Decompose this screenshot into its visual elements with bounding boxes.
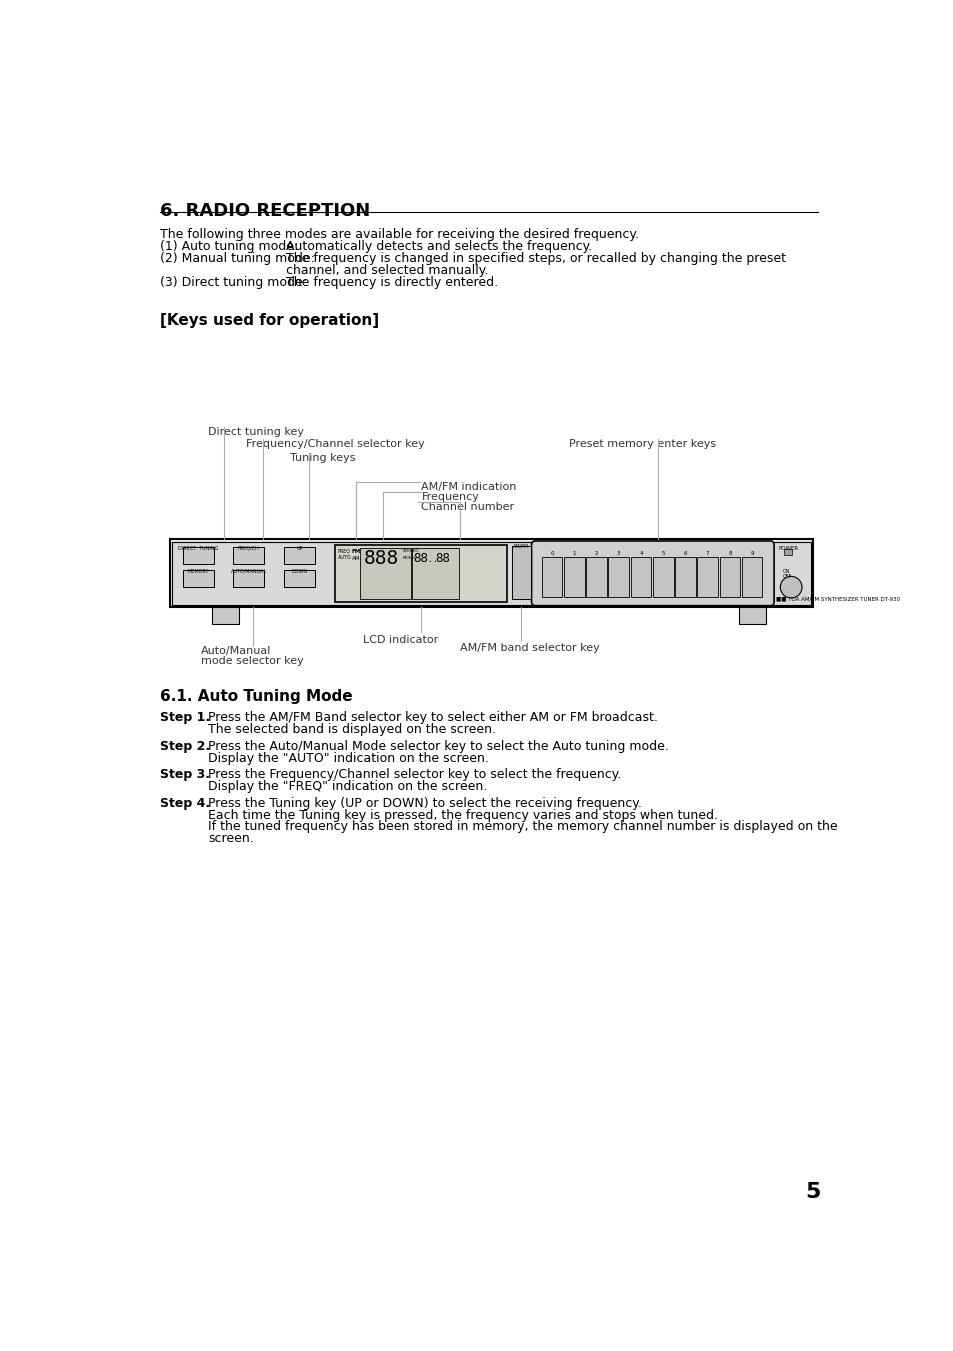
Text: 8: 8 (727, 551, 731, 557)
Text: 88: 88 (414, 551, 428, 565)
Text: Step 2.: Step 2. (159, 739, 210, 753)
Text: 6.1. Auto Tuning Mode: 6.1. Auto Tuning Mode (159, 689, 352, 704)
Text: AUTO/MANUAL: AUTO/MANUAL (231, 569, 267, 574)
Text: Preset memory enter keys: Preset memory enter keys (568, 439, 715, 450)
Bar (284, 570, 315, 588)
Text: Direct tuning key: Direct tuning key (208, 427, 304, 436)
Text: 888: 888 (364, 550, 399, 569)
Bar (563, 557, 584, 597)
Text: MEMORY: MEMORY (188, 569, 209, 574)
Text: 6. RADIO RECEPTION: 6. RADIO RECEPTION (159, 203, 370, 220)
Text: DIRECT  TUNING: DIRECT TUNING (178, 546, 218, 551)
Bar (512, 546, 530, 600)
Bar (412, 549, 458, 598)
Bar (172, 542, 810, 605)
Bar (284, 547, 315, 565)
Text: Press the Auto/Manual Mode selector key to select the Auto tuning mode.: Press the Auto/Manual Mode selector key … (208, 739, 669, 753)
Text: Frequency/Channel selector key: Frequency/Channel selector key (245, 439, 424, 450)
Bar (630, 557, 651, 597)
Text: STEREO: STEREO (402, 550, 419, 554)
Text: 1: 1 (572, 551, 576, 557)
FancyBboxPatch shape (531, 540, 773, 605)
Text: AM/FM: AM/FM (513, 543, 529, 549)
Text: Press the Tuning key (UP or DOWN) to select the receiving frequency.: Press the Tuning key (UP or DOWN) to sel… (208, 797, 641, 809)
Circle shape (780, 577, 801, 598)
Bar (675, 557, 695, 597)
Text: 5: 5 (660, 551, 664, 557)
Text: 0: 0 (550, 551, 553, 557)
Text: AUTO: AUTO (337, 555, 351, 559)
Text: Press the Frequency/Channel selector key to select the frequency.: Press the Frequency/Channel selector key… (208, 769, 621, 781)
Text: Step 4.: Step 4. (159, 797, 210, 809)
Text: AM/FM indication: AM/FM indication (421, 482, 517, 492)
Text: 2: 2 (594, 551, 598, 557)
Text: FM: FM (352, 549, 360, 554)
Text: The selected band is displayed on the screen.: The selected band is displayed on the sc… (208, 723, 496, 736)
Text: Press the AM/FM Band selector key to select either AM or FM broadcast.: Press the AM/FM Band selector key to sel… (208, 711, 658, 724)
Text: If the tuned frequency has been stored in memory, the memory channel number is d: If the tuned frequency has been stored i… (208, 820, 837, 834)
Text: MONO: MONO (402, 555, 416, 559)
Text: FREQ/CH: FREQ/CH (237, 546, 259, 551)
Text: ..: .. (427, 555, 437, 563)
Text: UP: UP (296, 546, 303, 551)
Bar (233, 547, 264, 565)
Text: channel, and selected manually.: channel, and selected manually. (286, 265, 488, 277)
Text: Display the "AUTO" indication on the screen.: Display the "AUTO" indication on the scr… (208, 751, 489, 765)
Bar (183, 547, 213, 565)
Bar (608, 557, 628, 597)
Text: OFF: OFF (781, 574, 791, 580)
Bar (719, 557, 740, 597)
Text: Frequency: Frequency (421, 492, 478, 501)
Text: AM/FM band selector key: AM/FM band selector key (459, 643, 599, 653)
Bar (233, 570, 264, 588)
Bar (170, 539, 812, 607)
Bar (183, 570, 213, 588)
Text: AM: AM (352, 555, 359, 561)
Bar (541, 557, 561, 597)
Bar (741, 557, 761, 597)
Text: Auto/Manual: Auto/Manual (200, 646, 271, 655)
Bar (360, 549, 410, 598)
Text: 3: 3 (617, 551, 619, 557)
Bar (783, 549, 791, 555)
Text: FREQ: FREQ (337, 549, 351, 554)
Bar (585, 557, 606, 597)
Text: Display the "FREQ" indication on the screen.: Display the "FREQ" indication on the scr… (208, 780, 487, 793)
Text: 5: 5 (804, 1182, 820, 1202)
Text: POWER: POWER (778, 546, 798, 551)
Text: (1) Auto tuning mode:: (1) Auto tuning mode: (159, 240, 297, 253)
Text: LCD indicator: LCD indicator (363, 635, 438, 644)
Text: The following three modes are available for receiving the desired frequency.: The following three modes are available … (159, 228, 638, 242)
Text: Step 1.: Step 1. (159, 711, 210, 724)
Bar (739, 607, 765, 624)
Text: The frequency is directly entered.: The frequency is directly entered. (286, 276, 497, 289)
Text: (3) Direct tuning mode:: (3) Direct tuning mode: (159, 276, 306, 289)
Bar (697, 557, 718, 597)
Bar (335, 544, 506, 601)
Text: mode selector key: mode selector key (200, 655, 303, 666)
Text: 88: 88 (435, 551, 450, 565)
Text: screen.: screen. (208, 832, 253, 846)
Text: Tuning keys: Tuning keys (290, 453, 355, 463)
Bar (212, 607, 239, 624)
Text: ON: ON (781, 569, 789, 574)
Text: DOWN: DOWN (292, 569, 308, 574)
Text: The frequency is changed in specified steps, or recalled by changing the preset: The frequency is changed in specified st… (286, 253, 785, 265)
Text: 6: 6 (683, 551, 686, 557)
Text: Channel number: Channel number (421, 501, 514, 512)
Text: 9: 9 (750, 551, 753, 557)
Text: 7: 7 (705, 551, 709, 557)
Text: [Keys used for operation]: [Keys used for operation] (159, 313, 378, 328)
Text: (2) Manual tuning mode:: (2) Manual tuning mode: (159, 253, 314, 265)
Text: Step 3.: Step 3. (159, 769, 210, 781)
Text: 4: 4 (639, 551, 642, 557)
Text: Automatically detects and selects the frequency.: Automatically detects and selects the fr… (286, 240, 592, 253)
Text: ■■ TOA AM/FM SYNTHESIZER TUNER DT-930: ■■ TOA AM/FM SYNTHESIZER TUNER DT-930 (776, 596, 900, 601)
Text: Each time the Tuning key is pressed, the frequency varies and stops when tuned.: Each time the Tuning key is pressed, the… (208, 808, 718, 821)
Bar (652, 557, 673, 597)
